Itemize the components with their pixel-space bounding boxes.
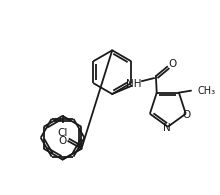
Text: CH₃: CH₃ — [198, 86, 216, 96]
Text: N: N — [163, 123, 171, 133]
Text: Cl: Cl — [57, 128, 68, 138]
Text: O: O — [169, 59, 177, 69]
Text: O: O — [59, 136, 67, 146]
Text: NH: NH — [126, 79, 142, 89]
Text: O: O — [183, 110, 191, 120]
